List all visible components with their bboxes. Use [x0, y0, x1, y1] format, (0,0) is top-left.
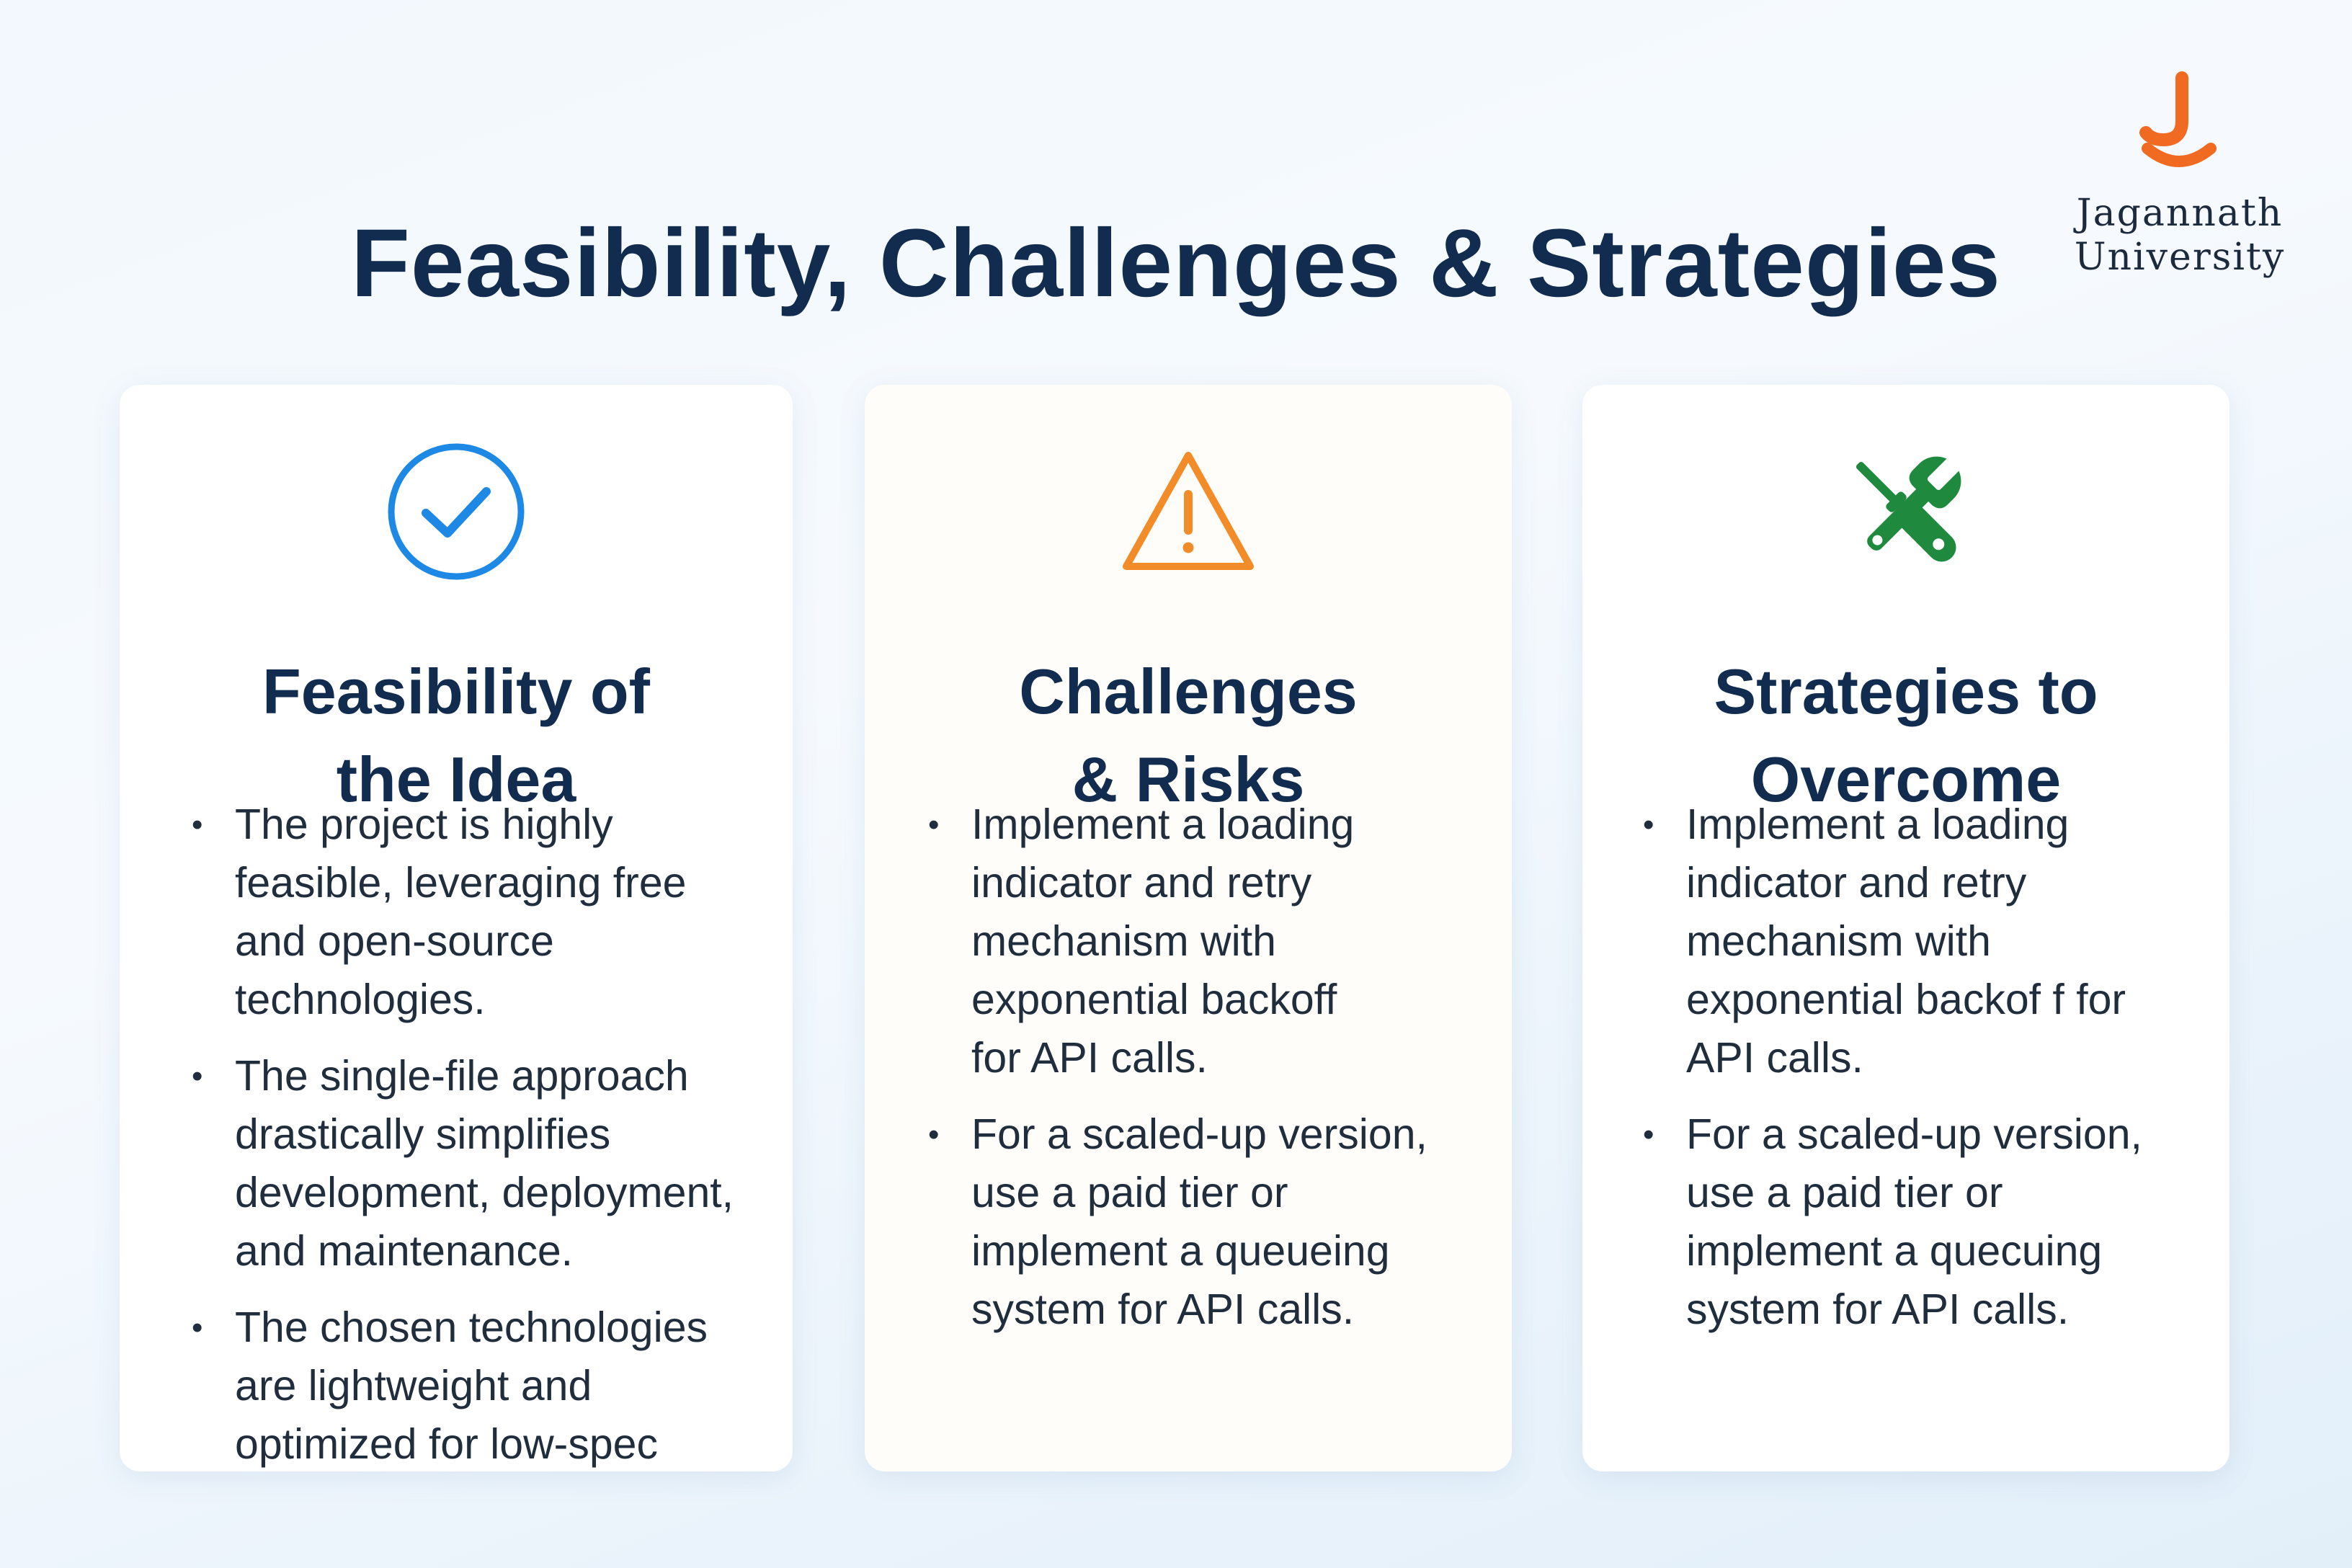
university-name-line: Jagannath [2076, 192, 2284, 235]
list-item-line: optimized for low-spec [235, 1420, 658, 1468]
list-item-line: system for API calls. [1686, 1286, 2070, 1333]
feasibility-card: Feasibility of the Idea The project is h… [120, 385, 793, 1471]
list-item: The single-file approach drastically sim… [192, 1047, 783, 1280]
list-item-line: implement a quecuing [1686, 1227, 2103, 1275]
list-item-line: system for API calls. [971, 1286, 1355, 1333]
jagannath-university-logo-icon [2139, 71, 2217, 167]
list-item-line: mechanism with [1686, 917, 1991, 965]
list-item-line: indicator and retry [1686, 859, 2027, 906]
university-logo: Jagannath University [2068, 65, 2291, 295]
card-title-line: Strategies to [1714, 656, 2098, 728]
university-name: Jagannath University [2068, 192, 2291, 280]
list-item-line: For a scaled-up version, [1686, 1110, 2142, 1158]
list-item-line: exponential backoff [971, 976, 1337, 1023]
warning-triangle-icon [1116, 440, 1260, 584]
list-item-line: The project is highly [235, 801, 613, 848]
list-item-line: and maintenance. [235, 1227, 574, 1275]
bullet-list: Implement a loading indicator and retry … [928, 796, 1490, 1357]
list-item: The chosen technologies are lightweight … [192, 1298, 783, 1471]
list-item-line: and open-source [235, 917, 554, 965]
card-title-line: Feasibility of [262, 656, 650, 728]
check-circle-icon [384, 440, 528, 584]
page-title: Feasibility, Challenges & Strategies [351, 209, 2001, 317]
list-item-line: feasible, leveraging free [235, 859, 687, 906]
list-item-line: drastically simplifies [235, 1110, 611, 1158]
challenges-card: Challenges & Risks Implement a loading i… [865, 385, 1512, 1471]
list-item-line: indicator and retry [971, 859, 1312, 906]
list-item-line: The chosen technologies [235, 1304, 708, 1351]
card-title-line: Challenges [1019, 656, 1358, 728]
list-item-line: implement a queueing [971, 1227, 1390, 1275]
list-item: Implement a loading indicator and retry … [1643, 796, 2212, 1087]
list-item-line: Implement a loading [971, 801, 1355, 848]
list-item-line: for API calls. [971, 1034, 1208, 1082]
list-item: For a scaled-up version, use a paid tier… [1643, 1105, 2212, 1339]
list-item: Implement a loading indicator and retry … [928, 796, 1490, 1087]
list-item-line: API calls. [1686, 1034, 1863, 1082]
bullet-list: Implement a loading indicator and retry … [1643, 796, 2212, 1357]
list-item-line: use a paid tier or [1686, 1169, 2003, 1216]
list-item: The project is highly feasible, leveragi… [192, 796, 783, 1029]
list-item-line: For a scaled-up version, [971, 1110, 1427, 1158]
list-item-line: are lightweight and [235, 1362, 592, 1409]
list-item-line: technologies. [235, 976, 486, 1023]
strategies-card: Strategies to Overcome Implement a loadi… [1582, 385, 2230, 1471]
list-item: For a scaled-up version, use a paid tier… [928, 1105, 1490, 1339]
card-title: Feasibility of the Idea [120, 648, 793, 824]
list-item-line: Implement a loading [1686, 801, 2070, 848]
bullet-list: The project is highly feasible, leveragi… [192, 796, 783, 1471]
university-name-line: University [2074, 236, 2286, 280]
list-item-line: The single-file approach [235, 1052, 689, 1100]
list-item-line: use a paid tier or [971, 1169, 1288, 1216]
list-item-line: development, deployment, [235, 1169, 734, 1216]
list-item-line: exponential backof f for [1686, 976, 2126, 1023]
list-item-line: mechanism with [971, 917, 1276, 965]
wrench-screwdriver-icon [1834, 440, 1978, 584]
